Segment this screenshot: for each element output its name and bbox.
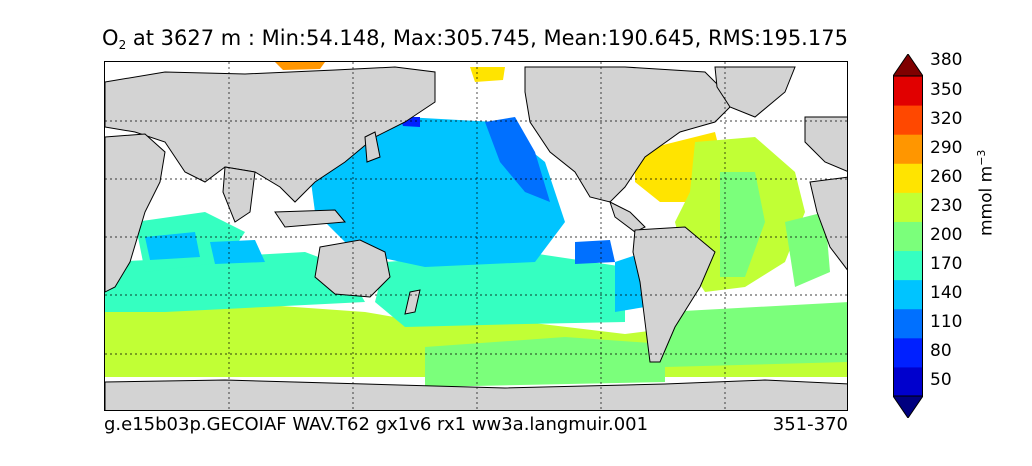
- years-label: 351-370: [772, 414, 848, 435]
- south-atlantic-south: [665, 302, 847, 367]
- title-species: O: [102, 26, 119, 50]
- colorbar-tick-label: 110: [930, 312, 963, 333]
- land-indonesia: [274, 209, 346, 228]
- land-new-zealand: [404, 289, 421, 315]
- colorbar-tick-label: 290: [930, 137, 963, 158]
- colorbar: [893, 54, 923, 418]
- land-south-america: [632, 226, 716, 363]
- colorbar-segment: [893, 134, 923, 164]
- colorbar-tick-label: 380: [930, 50, 963, 71]
- indian-cyan-2: [210, 240, 265, 264]
- land-africa: [105, 133, 166, 293]
- colorbar-segment: [893, 308, 923, 339]
- colorbar-tick-label: 140: [930, 283, 963, 304]
- atlantic-lightgreen-1: [720, 172, 765, 277]
- unit-base: mmol m: [976, 165, 997, 236]
- colorbar-tick-label: 50: [930, 370, 952, 391]
- land-australia: [314, 239, 391, 298]
- land-north-america: [524, 66, 736, 203]
- title-subscript: 2: [118, 38, 127, 52]
- map-panel: [104, 61, 848, 411]
- colorbar-tick-label: 80: [930, 341, 952, 362]
- indian-cyan-1: [145, 232, 200, 260]
- land-europe-east: [804, 116, 847, 172]
- colorbar-segment: [893, 221, 923, 252]
- colorbar-border: [893, 75, 923, 397]
- south-pacific-aqua: [375, 252, 625, 327]
- colorbar-segment: [893, 279, 923, 310]
- east-pacific-blue: [575, 240, 615, 264]
- case-name-label: g.e15b03p.GECOIAF WAV.T62 gx1v6 rx1 ww3a…: [104, 414, 649, 435]
- colorbar-tick-label: 200: [930, 225, 963, 245]
- land-africa-east: [809, 176, 847, 271]
- map-svg: [105, 62, 847, 410]
- arctic-orange: [275, 62, 325, 70]
- land-antarctica: [105, 379, 847, 410]
- land-india: [222, 166, 256, 223]
- unit-exponent: −3: [975, 149, 988, 166]
- colorbar-extend-high: [893, 54, 923, 77]
- graticule: [105, 62, 847, 410]
- colorbar-segment: [893, 250, 923, 281]
- south-pacific-green: [425, 337, 665, 387]
- colorbar-tick-label: 320: [930, 108, 963, 129]
- colorbar-segment: [893, 337, 923, 368]
- colorbar-tick-label: 260: [930, 166, 963, 187]
- colorbar-segment: [893, 366, 923, 397]
- colorbar-tick-label: 170: [930, 254, 963, 275]
- land-eurasia: [105, 66, 436, 203]
- colorbar-segment: [893, 105, 923, 135]
- land-greenland: [714, 66, 796, 118]
- land-japan: [364, 131, 381, 163]
- colorbar-tick-label: 230: [930, 195, 963, 216]
- north-pacific-blue: [485, 117, 550, 202]
- colorbar-extend-low: [893, 395, 923, 418]
- colorbar-tick-label: 350: [930, 79, 963, 100]
- colorbar-segment: [893, 192, 923, 222]
- colorbar-segment: [893, 76, 923, 106]
- colorbar-unit-label: mmol m−3: [975, 150, 997, 236]
- colorbar-segment: [893, 163, 923, 193]
- title-stats: at 3627 m : Min:54.148, Max:305.745, Mea…: [126, 26, 848, 50]
- arctic-yellow: [470, 67, 505, 82]
- atlantic-lightgreen-2: [785, 212, 830, 287]
- plot-title: O2 at 3627 m : Min:54.148, Max:305.745, …: [0, 26, 950, 52]
